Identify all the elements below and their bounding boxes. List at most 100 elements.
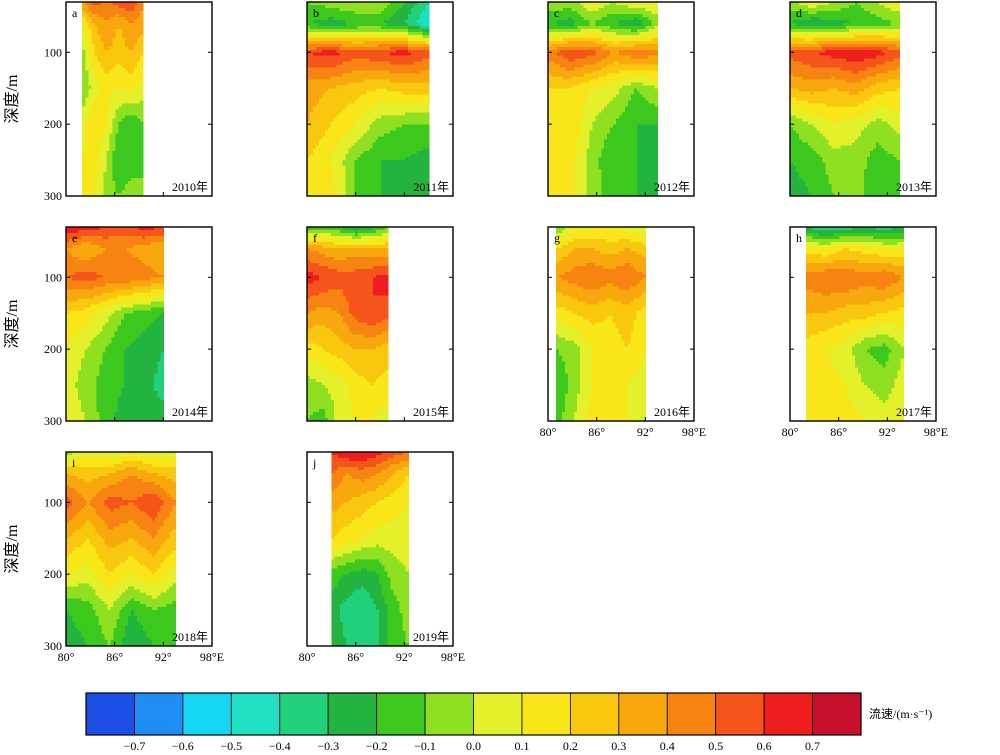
field-cell [419, 154, 424, 158]
field-cell [103, 10, 108, 15]
field-cell [103, 64, 108, 69]
field-cell [390, 103, 394, 108]
field-cell [354, 103, 359, 108]
field-cell [100, 40, 105, 45]
field-cell [648, 2, 653, 6]
field-cell [85, 157, 89, 161]
field-cell [354, 97, 359, 102]
field-cell [559, 2, 564, 6]
field-cell [115, 157, 120, 161]
field-cell [401, 73, 406, 78]
field-cell [378, 151, 382, 155]
field-cell [324, 142, 329, 146]
field-cell [136, 94, 141, 99]
field-cell [312, 151, 317, 155]
field-cell [318, 178, 323, 182]
field-cell [327, 178, 332, 182]
field-cell [88, 163, 92, 167]
field-cell [410, 175, 415, 179]
field-cell [375, 178, 379, 182]
field-cell [413, 190, 418, 194]
field-cell [372, 34, 376, 39]
field-cell [589, 22, 593, 27]
field-cell [348, 181, 353, 185]
field-cell [425, 169, 430, 173]
field-cell [375, 16, 379, 21]
field-cell [124, 76, 129, 81]
field-cell [378, 172, 382, 176]
field-cell [97, 142, 102, 146]
field-cell [586, 7, 591, 12]
field-cell [375, 7, 379, 12]
field-cell [568, 19, 573, 24]
field-cell [342, 127, 347, 131]
field-cell [312, 190, 317, 194]
field-cell [312, 187, 317, 191]
field-cell [387, 175, 391, 179]
field-cell [345, 160, 350, 164]
field-cell [387, 64, 391, 69]
field-cell [318, 73, 323, 78]
field-cell [639, 16, 644, 21]
field-cell [357, 97, 362, 102]
field-cell [333, 4, 338, 9]
field-cell [384, 25, 388, 30]
field-cell [112, 88, 117, 93]
field-cell [580, 25, 585, 30]
field-cell [112, 64, 117, 69]
field-cell [390, 91, 394, 96]
field-cell [369, 49, 373, 54]
field-cell [390, 124, 394, 128]
field-cell [315, 58, 320, 63]
field-cell [115, 64, 120, 69]
field-cell [342, 22, 347, 27]
field-cell [85, 52, 89, 57]
field-cell [550, 2, 555, 6]
field-cell [333, 106, 338, 111]
field-cell [318, 2, 323, 6]
field-cell [363, 76, 367, 81]
field-cell [351, 118, 356, 122]
field-cell [401, 10, 406, 15]
field-cell [339, 139, 344, 143]
field-cell [404, 52, 409, 57]
field-cell [398, 166, 403, 170]
field-cell [425, 4, 430, 9]
field-cell [624, 28, 629, 33]
field-cell [336, 52, 341, 57]
field-cell [342, 79, 347, 84]
field-cell [342, 172, 347, 176]
field-cell [127, 115, 132, 119]
field-cell [387, 97, 391, 102]
field-cell [345, 178, 350, 182]
field-cell [330, 163, 335, 167]
field-cell [121, 79, 126, 84]
field-cell [642, 13, 647, 18]
field-cell [109, 190, 114, 194]
field-cell [106, 172, 111, 176]
field-cell [94, 163, 99, 167]
field-cell [115, 43, 120, 48]
field-cell [642, 31, 647, 36]
field-cell [106, 76, 111, 81]
field-cell [404, 154, 409, 158]
field-cell [112, 43, 117, 48]
field-cell [127, 46, 132, 51]
field-cell [354, 112, 359, 117]
field-cell [425, 37, 430, 42]
field-cell [133, 130, 138, 134]
field-cell [307, 169, 311, 173]
field-cell [419, 130, 424, 134]
field-cell [401, 115, 406, 119]
field-cell [384, 28, 388, 33]
field-cell [378, 160, 382, 164]
field-cell [416, 145, 421, 149]
field-cell [381, 130, 385, 134]
field-cell [642, 22, 647, 27]
field-cell [369, 184, 373, 188]
field-cell [112, 13, 117, 18]
field-cell [354, 46, 359, 51]
field-cell [407, 16, 412, 21]
field-cell [82, 67, 86, 72]
field-cell [307, 40, 311, 45]
